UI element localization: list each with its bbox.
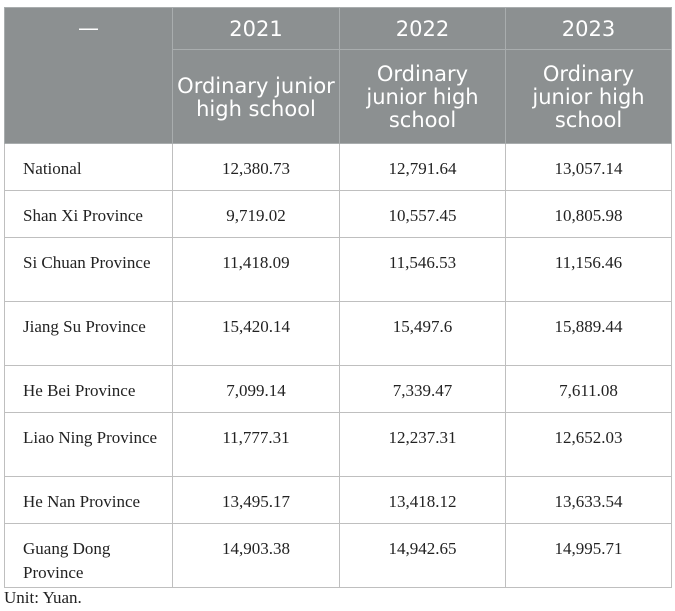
value-cell: 9,719.02	[172, 190, 340, 238]
value-cell: 14,995.71	[505, 523, 672, 588]
table-row: He Bei Province 7,099.14 7,339.47 7,611.08	[4, 365, 672, 413]
value-cell: 14,903.38	[172, 523, 340, 588]
value-cell: 10,557.45	[339, 190, 506, 238]
year-header: 2023	[505, 7, 672, 50]
row-label: Jiang Su Province	[4, 301, 173, 366]
value-cell: 14,942.65	[339, 523, 506, 588]
value-cell: 13,057.14	[505, 143, 672, 191]
row-label: National	[4, 143, 173, 191]
table-row: National 12,380.73 12,791.64 13,057.14	[4, 143, 672, 191]
row-label: Shan Xi Province	[4, 190, 173, 238]
expenditure-table: — 2021 2022 2023 Ordinary junior high sc…	[4, 7, 672, 588]
row-label: Si Chuan Province	[4, 237, 173, 302]
table-row: Shan Xi Province 9,719.02 10,557.45 10,805.…	[4, 190, 672, 238]
table-row: Si Chuan Province 11,418.09 11,546.53 11,15…	[4, 237, 672, 302]
value-cell: 15,420.14	[172, 301, 340, 366]
table-row: Jiang Su Province 15,420.14 15,497.6 15,889…	[4, 301, 672, 366]
value-cell: 13,633.54	[505, 476, 672, 524]
year-header: 2022	[339, 7, 506, 50]
school-type-header: Ordinary junior high school	[505, 49, 672, 144]
row-label: Guang Dong Province	[4, 523, 173, 588]
value-cell: 12,652.03	[505, 412, 672, 477]
row-label: Liao Ning Province	[4, 412, 173, 477]
value-cell: 10,805.98	[505, 190, 672, 238]
value-cell: 12,237.31	[339, 412, 506, 477]
school-type-header: Ordinary junior high school	[339, 49, 506, 144]
value-cell: 15,497.6	[339, 301, 506, 366]
table-caption: Unit: Yuan.	[4, 588, 82, 607]
school-type-header: Ordinary junior high school	[172, 49, 340, 144]
value-cell: 7,099.14	[172, 365, 340, 413]
value-cell: 7,611.08	[505, 365, 672, 413]
value-cell: 13,418.12	[339, 476, 506, 524]
table-row: He Nan Province 13,495.17 13,418.12 13,633.…	[4, 476, 672, 524]
table-row: Guang Dong Province 14,903.38 14,942.65 14,…	[4, 523, 672, 588]
value-cell: 7,339.47	[339, 365, 506, 413]
row-label: He Bei Province	[4, 365, 173, 413]
corner-header: —	[4, 7, 173, 144]
year-header: 2021	[172, 7, 340, 50]
value-cell: 11,546.53	[339, 237, 506, 302]
row-label: He Nan Province	[4, 476, 173, 524]
value-cell: 11,156.46	[505, 237, 672, 302]
value-cell: 12,791.64	[339, 143, 506, 191]
value-cell: 11,777.31	[172, 412, 340, 477]
table-row: Liao Ning Province 11,777.31 12,237.31 12,6…	[4, 412, 672, 477]
value-cell: 11,418.09	[172, 237, 340, 302]
value-cell: 12,380.73	[172, 143, 340, 191]
value-cell: 13,495.17	[172, 476, 340, 524]
value-cell: 15,889.44	[505, 301, 672, 366]
